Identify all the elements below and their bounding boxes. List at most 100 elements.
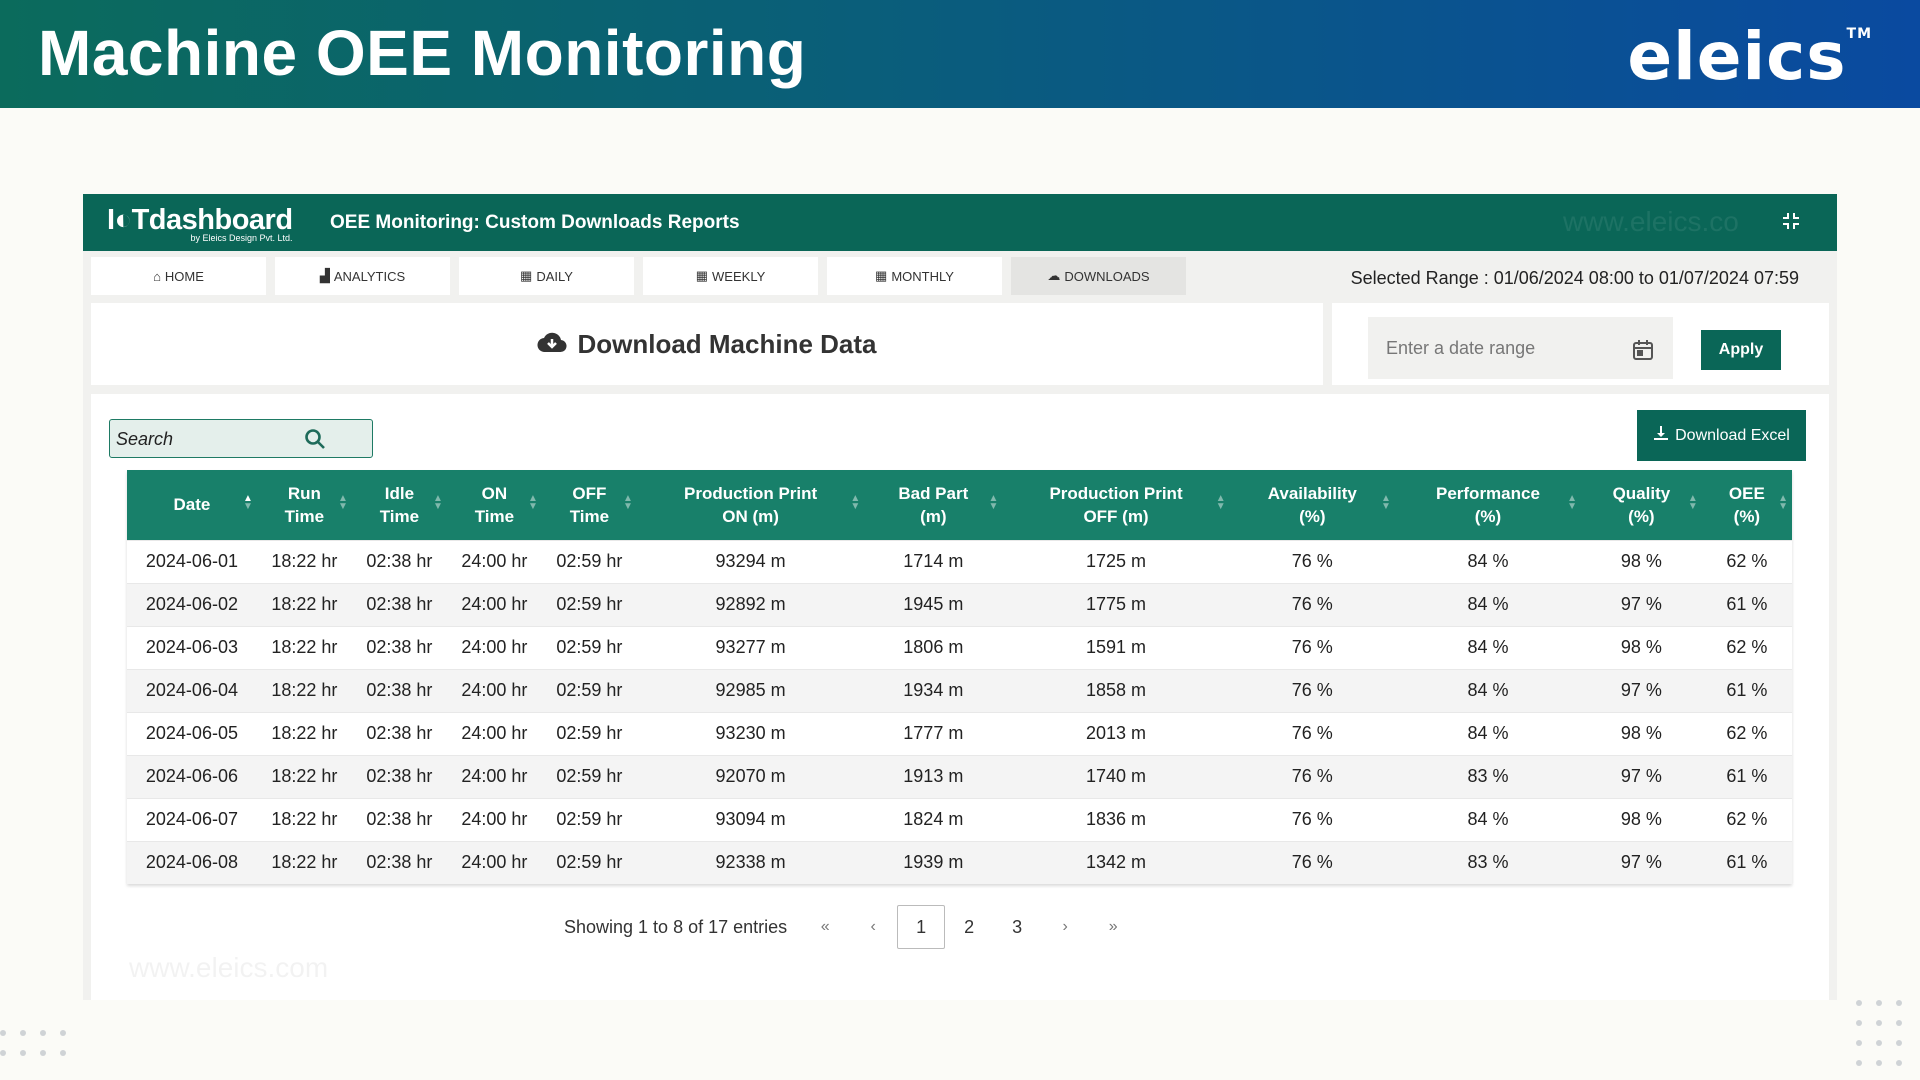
column-header[interactable]: Availability (%) ▲ ▼ <box>1267 483 1391 526</box>
page-1-button[interactable]: 1 <box>897 905 946 949</box>
table-cell: 1714 m <box>864 539 1003 583</box>
column-header[interactable]: OFF Time ▲ ▼ <box>569 483 633 526</box>
table-cell: 1806 m <box>864 625 1003 669</box>
sort-icon: ▲ ▼ <box>988 493 999 512</box>
tab-downloads-label: DOWNLOADS <box>1064 268 1150 284</box>
search-icon[interactable] <box>304 428 326 450</box>
table-cell: 97 % <box>1581 582 1702 626</box>
table-cell: 02:59 hr <box>541 754 637 798</box>
table-row: 2024-06-03 18:22 hr 02:38 hr 24:00 hr 02:59 … <box>127 625 1792 669</box>
table-cell: 18:22 hr <box>256 711 352 755</box>
table-cell: 61 % <box>1701 668 1792 712</box>
table-cell: 98 % <box>1581 539 1702 583</box>
table-cell: 24:00 hr <box>446 582 542 626</box>
table-cell: 02:38 hr <box>351 840 447 884</box>
cloud-download-icon <box>537 330 567 359</box>
page-2-button[interactable]: 2 <box>964 916 975 937</box>
column-header[interactable]: ON Time ▲ ▼ <box>474 483 538 526</box>
column-header[interactable]: Quality (%) ▲ ▼ <box>1612 483 1698 526</box>
table-cell: 93294 m <box>636 539 865 583</box>
table-cell: 93094 m <box>636 797 865 841</box>
decorative-dots-right <box>1856 1000 1902 1066</box>
table-cell: 61 % <box>1701 754 1792 798</box>
column-header[interactable]: Production Print ON (m) ▲ ▼ <box>684 483 861 526</box>
download-excel-label: Download Excel <box>1675 426 1790 444</box>
table-cell: 1740 m <box>1002 754 1230 798</box>
banner-title: Machine OEE Monitoring <box>38 17 807 89</box>
table-cell: 1591 m <box>1002 625 1230 669</box>
table-row: 2024-06-08 18:22 hr 02:38 hr 24:00 hr 02:59 … <box>127 840 1792 884</box>
next-page-button[interactable]: › <box>1062 918 1068 935</box>
table-cell: 84 % <box>1394 625 1581 669</box>
table-cell: 84 % <box>1394 797 1581 841</box>
dashboard-panel: I◐Tdashboard by Eleics Design Pvt. Ltd. … <box>83 194 1837 1000</box>
calendar-icon[interactable] <box>1632 339 1654 361</box>
prev-page-button[interactable]: ‹ <box>870 918 876 935</box>
column-header[interactable]: Performance (%) ▲ ▼ <box>1435 483 1577 526</box>
column-header[interactable]: Run Time ▲ ▼ <box>284 483 348 526</box>
last-page-button[interactable]: » <box>1108 918 1118 935</box>
table-cell: 76 % <box>1229 840 1395 884</box>
home-icon: ⌂ <box>153 268 161 284</box>
table-cell: 83 % <box>1394 840 1581 884</box>
apply-button[interactable]: Apply <box>1701 330 1781 370</box>
table-cell: 2024-06-05 <box>127 711 257 755</box>
download-icon <box>1653 425 1669 446</box>
tab-weekly[interactable]: ▦ WEEKLY <box>643 257 818 295</box>
column-header[interactable]: Bad Part (m) ▲ ▼ <box>898 483 999 526</box>
table-cell: 97 % <box>1581 840 1702 884</box>
table-cell: 1945 m <box>864 582 1003 626</box>
table-cell: 18:22 hr <box>256 840 352 884</box>
top-banner: Machine OEE Monitoring eleicsTM <box>0 0 1920 108</box>
compress-icon[interactable] <box>1781 212 1801 232</box>
table-cell: 02:38 hr <box>351 625 447 669</box>
table-cell: 02:59 hr <box>541 797 637 841</box>
table-cell: 92985 m <box>636 668 865 712</box>
table-cell: 76 % <box>1229 582 1395 626</box>
tab-analytics[interactable]: ▟ ANALYTICS <box>275 257 450 295</box>
table-cell: 18:22 hr <box>256 582 352 626</box>
table-cell: 18:22 hr <box>256 668 352 712</box>
table-cell: 76 % <box>1229 754 1395 798</box>
cloud-download-icon: ☁ <box>1047 268 1061 283</box>
first-page-button[interactable]: « <box>820 918 830 935</box>
tab-home[interactable]: ⌂ HOME <box>91 257 266 295</box>
table-cell: 84 % <box>1394 668 1581 712</box>
selected-range: Selected Range : 01/06/2024 08:00 to 01/… <box>1350 268 1799 288</box>
tab-downloads[interactable]: ☁ DOWNLOADS <box>1011 257 1186 295</box>
date-range-input[interactable] <box>1368 317 1673 379</box>
tab-monthly[interactable]: ▦ MONTHLY <box>827 257 1002 295</box>
table-cell: 02:59 hr <box>541 582 637 626</box>
tab-daily-label: DAILY <box>536 268 573 284</box>
iot-dashboard-logo[interactable]: I◐Tdashboard by Eleics Design Pvt. Ltd. <box>107 204 293 243</box>
table-cell: 92070 m <box>636 754 865 798</box>
table-cell: 93230 m <box>636 711 865 755</box>
date-range-box: Apply <box>1332 303 1829 385</box>
table-cell: 62 % <box>1701 797 1792 841</box>
table-cell: 76 % <box>1229 668 1395 712</box>
table-cell: 1725 m <box>1002 539 1230 583</box>
table-cell: 24:00 hr <box>446 539 542 583</box>
sort-icon: ▲ ▼ <box>1381 493 1391 512</box>
search-input[interactable] <box>116 424 316 454</box>
table-row: 2024-06-04 18:22 hr 02:38 hr 24:00 hr 02:59 … <box>127 668 1792 712</box>
table-cell: 1777 m <box>864 711 1003 755</box>
table-cell: 2024-06-06 <box>127 754 257 798</box>
table-cell: 02:59 hr <box>541 668 637 712</box>
column-header[interactable]: Production Print OFF (m) ▲ ▼ <box>1049 483 1226 526</box>
column-header[interactable]: OEE (%) ▲ ▼ <box>1728 483 1788 526</box>
table-cell: 62 % <box>1701 625 1792 669</box>
table-cell: 62 % <box>1701 539 1792 583</box>
page-3-button[interactable]: 3 <box>1012 916 1023 937</box>
table-cell: 18:22 hr <box>256 539 352 583</box>
download-excel-button[interactable]: Download Excel <box>1637 410 1806 461</box>
column-header[interactable]: Idle Time ▲ ▼ <box>379 483 443 526</box>
column-header[interactable]: Date ▲ ▼ <box>173 493 253 515</box>
table-cell: 18:22 hr <box>256 754 352 798</box>
table-cell: 76 % <box>1229 711 1395 755</box>
app-header: I◐Tdashboard by Eleics Design Pvt. Ltd. … <box>83 194 1837 251</box>
tab-daily[interactable]: ▦ DAILY <box>459 257 634 295</box>
sort-icon: ▲ ▼ <box>850 493 861 512</box>
table-cell: 1939 m <box>864 840 1003 884</box>
